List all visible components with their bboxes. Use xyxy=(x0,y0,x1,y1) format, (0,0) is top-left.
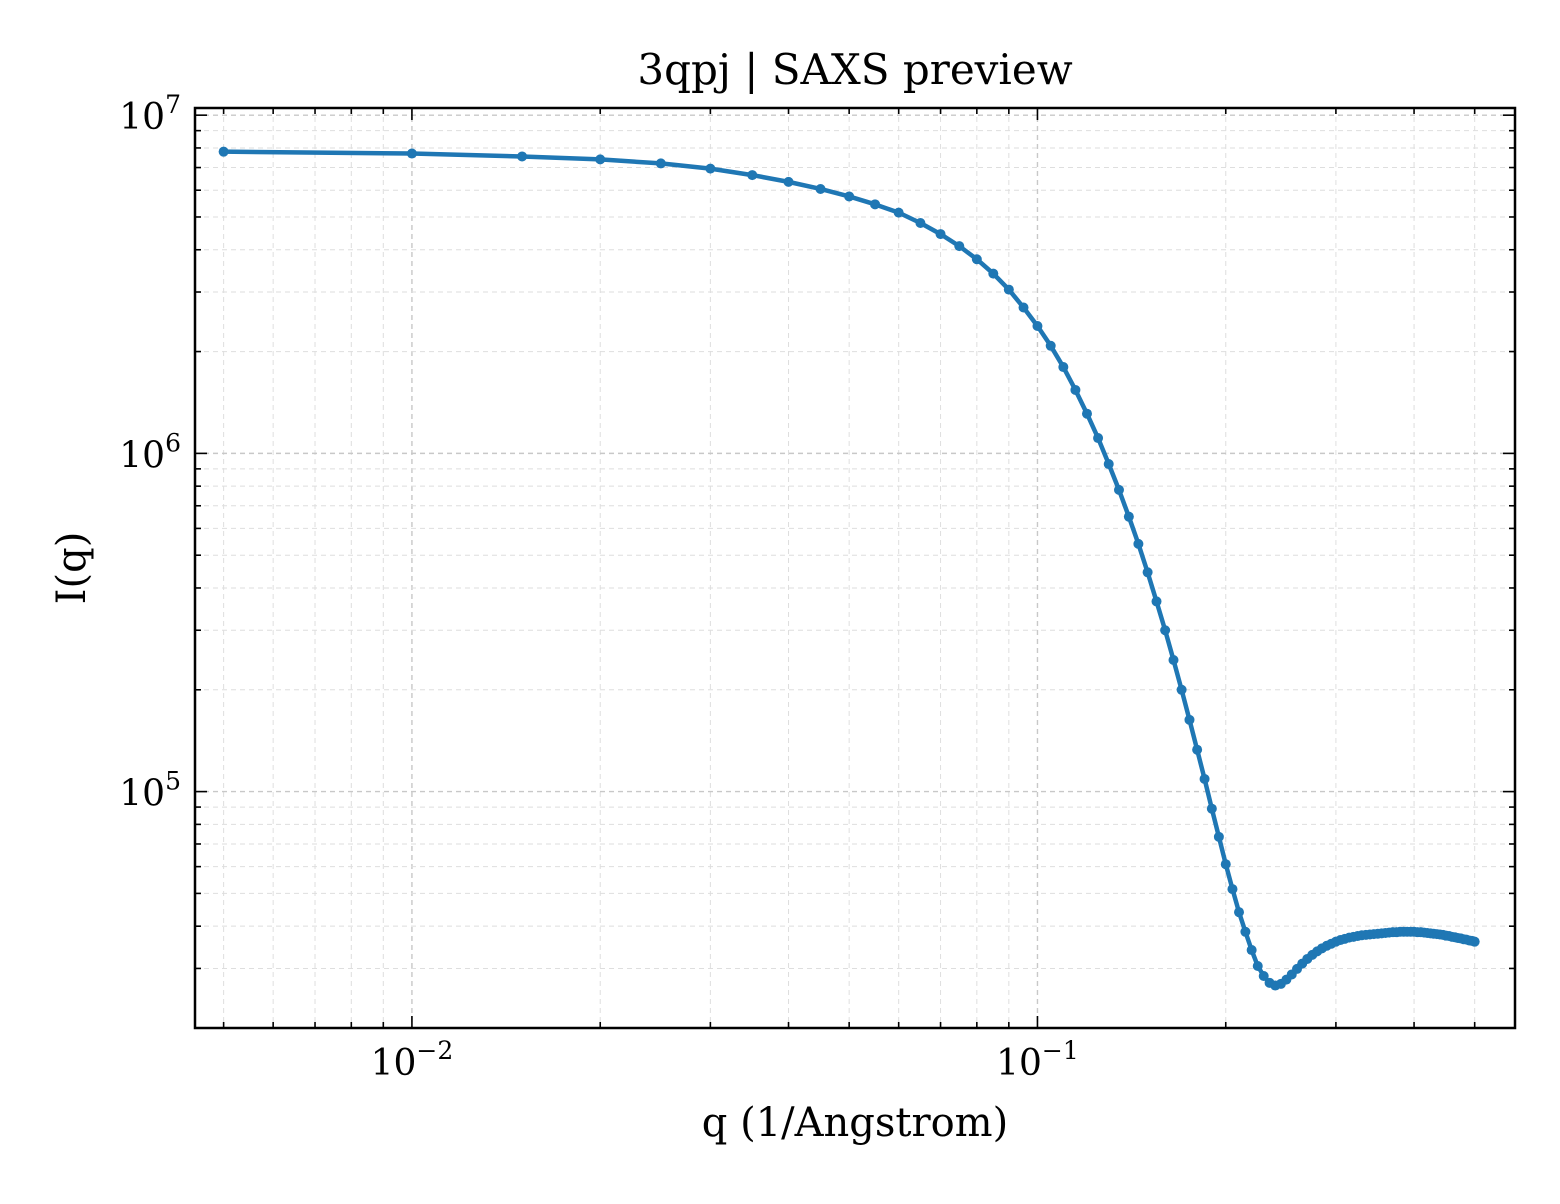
x-tick-label: 10−2 xyxy=(371,1036,454,1084)
x-tick-label: 10−1 xyxy=(996,1036,1079,1084)
data-point xyxy=(1227,884,1238,895)
data-point xyxy=(1123,511,1134,522)
data-point xyxy=(935,229,946,240)
y-tick-label: 105 xyxy=(119,767,181,815)
data-point xyxy=(1151,596,1162,607)
data-point xyxy=(1252,961,1263,972)
data-point xyxy=(1018,302,1029,313)
data-point xyxy=(1240,926,1251,937)
series-layer xyxy=(218,146,1480,991)
data-point xyxy=(1081,408,1092,419)
data-point xyxy=(1192,744,1203,755)
data-point xyxy=(971,254,982,265)
y-tick-label: 107 xyxy=(119,90,181,138)
data-point xyxy=(1045,340,1056,351)
data-point xyxy=(1070,384,1081,395)
data-point xyxy=(1003,284,1014,295)
data-point xyxy=(1234,907,1245,918)
data-point xyxy=(783,176,794,187)
data-point xyxy=(1469,936,1480,947)
y-axis-label: I(q) xyxy=(49,532,95,605)
data-point xyxy=(1213,831,1224,842)
data-point xyxy=(893,207,904,218)
data-point xyxy=(747,170,758,181)
data-point xyxy=(1258,970,1269,981)
y-tick-label: 106 xyxy=(119,428,181,476)
data-point xyxy=(406,148,417,159)
data-point xyxy=(218,146,229,157)
data-point xyxy=(1032,321,1043,332)
data-point xyxy=(1168,654,1179,665)
data-point xyxy=(1246,945,1257,956)
data-point xyxy=(1142,567,1153,578)
data-point xyxy=(1206,803,1217,814)
x-axis-label: q (1/Angstrom) xyxy=(702,1100,1008,1146)
data-point xyxy=(915,217,926,228)
data-point xyxy=(1220,859,1231,870)
chart-title: 3qpj | SAXS preview xyxy=(637,45,1072,94)
data-point xyxy=(1133,538,1144,549)
data-point xyxy=(705,163,716,174)
data-point xyxy=(595,154,606,165)
data-point xyxy=(844,191,855,202)
data-point xyxy=(517,151,528,162)
data-point xyxy=(954,241,965,252)
data-point xyxy=(1199,773,1210,784)
data-point xyxy=(1103,459,1114,470)
grid xyxy=(195,108,1515,1029)
data-point xyxy=(1058,362,1069,373)
data-point xyxy=(655,158,666,169)
ticks: 10−2 10−1 105 106 107 xyxy=(119,90,1515,1084)
data-point xyxy=(1160,625,1171,636)
data-point xyxy=(1176,684,1187,695)
data-point xyxy=(988,268,999,279)
data-point xyxy=(1093,433,1104,444)
data-point xyxy=(870,199,881,210)
data-point xyxy=(815,183,826,194)
plot-frame xyxy=(193,106,1517,1030)
data-point xyxy=(1113,484,1124,495)
data-point xyxy=(1184,714,1195,725)
